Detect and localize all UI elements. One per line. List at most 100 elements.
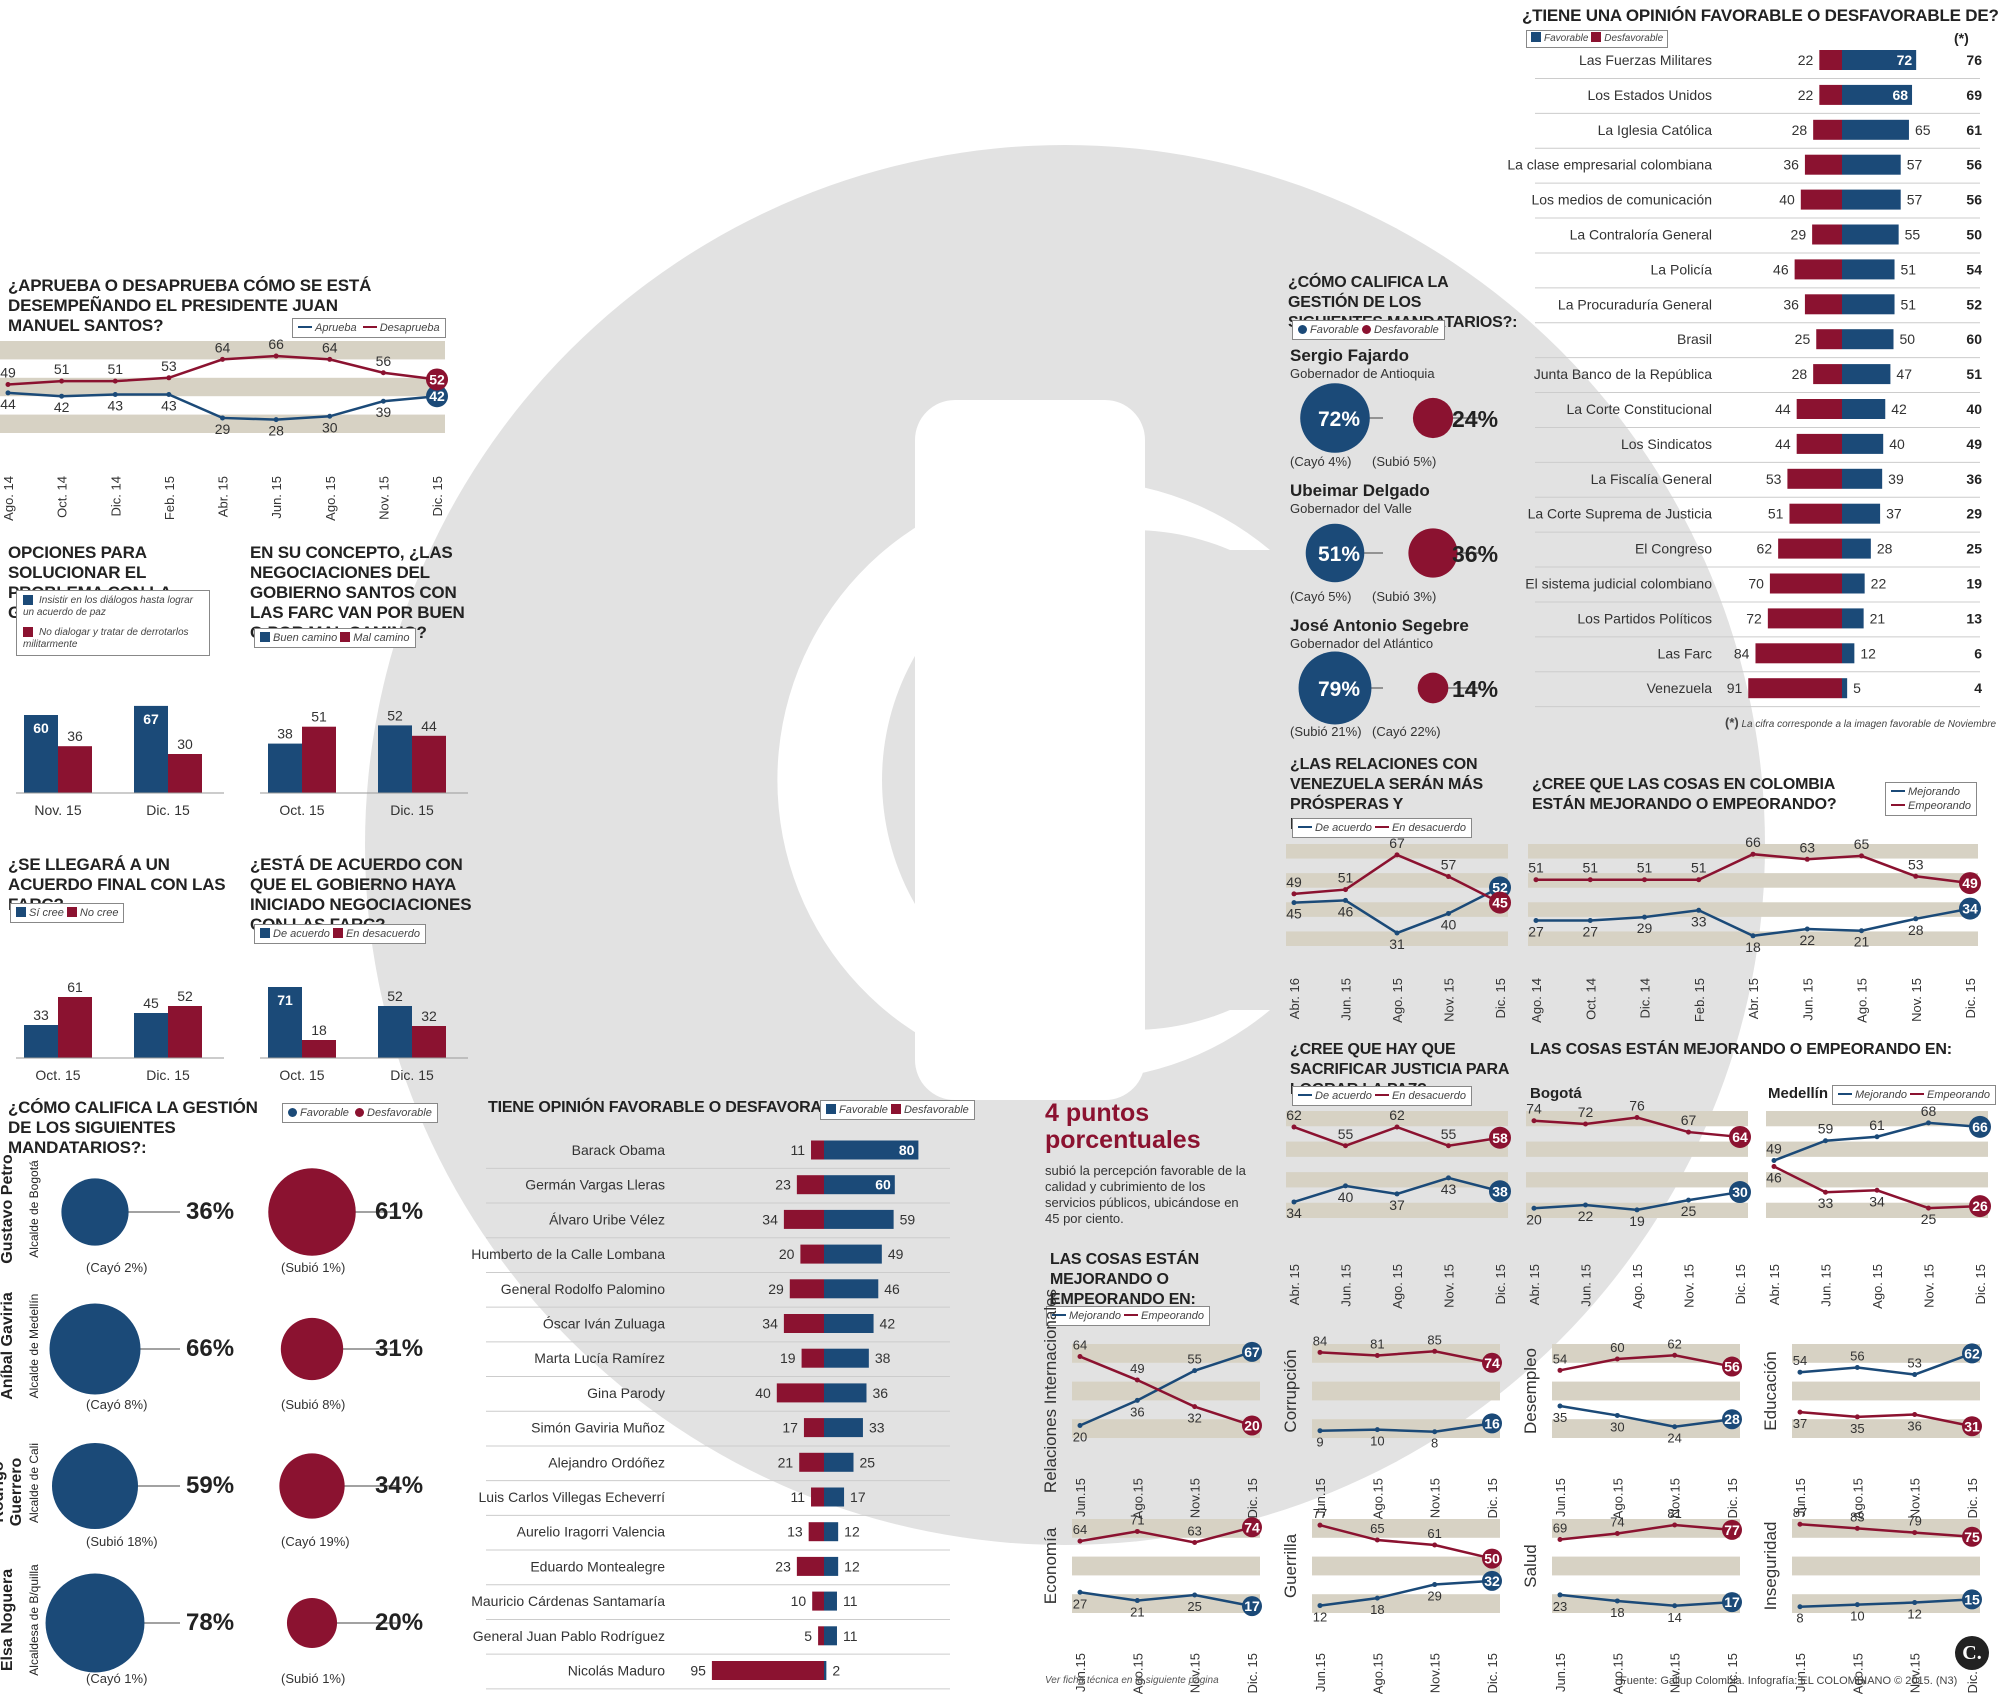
- point: [1343, 887, 1348, 893]
- des-bar: [783, 1314, 824, 1333]
- category-label: Dic. 15: [146, 1067, 190, 1083]
- mandatario-name: Elsa Noguera: [0, 1568, 16, 1672]
- des-label: 62: [1757, 541, 1773, 557]
- row-label: Luis Carlos Villegas Echeverrí: [479, 1489, 666, 1505]
- point: [5, 381, 11, 387]
- grid-band: [1526, 1141, 1748, 1157]
- end-label: 31: [1964, 1418, 1980, 1434]
- point: [380, 398, 386, 404]
- bar-label: 51: [311, 709, 327, 725]
- category-label: Dic. 15: [146, 802, 190, 818]
- grid-band: [1552, 1344, 1740, 1363]
- point: [1557, 1403, 1563, 1409]
- row-label: General Juan Pablo Rodríguez: [473, 1628, 665, 1644]
- legend-des4: Desfavorable: [1604, 33, 1664, 44]
- fav-value: 66%: [186, 1335, 235, 1362]
- end-label: 16: [1484, 1415, 1500, 1431]
- point: [112, 392, 118, 398]
- salud-chart: 23 18 14 17 69 74 81 77 Jun.15 Ago.15 Nov.15 Dic. 1…: [1521, 1506, 1742, 1694]
- point: [1696, 907, 1702, 913]
- end-marker: [1482, 1413, 1502, 1434]
- personajes-legend: Favorable Desfavorable: [820, 1100, 975, 1120]
- point: [1394, 1191, 1400, 1197]
- row-label: Barack Obama: [572, 1142, 666, 1158]
- data-label: 43: [1441, 1181, 1457, 1197]
- fav-bar: [1842, 433, 1884, 454]
- data-label: 28: [268, 423, 284, 439]
- tick-label: Jun.15: [1313, 1478, 1328, 1517]
- fav-label: 36: [872, 1385, 888, 1401]
- point: [1771, 1163, 1777, 1169]
- star-note: (*) La cifra corresponde a la imagen fav…: [1725, 715, 1996, 730]
- tick-label: Jun. 15: [1339, 1264, 1354, 1307]
- data-label: 51: [107, 361, 123, 377]
- fav-label: 12: [844, 1524, 860, 1540]
- end-label: 26: [1972, 1198, 1988, 1214]
- des-bar: [796, 1175, 824, 1195]
- des-note: (Cayó 19%): [281, 1534, 350, 1549]
- data-label: 51: [1338, 870, 1354, 886]
- des-value: 24%: [1452, 406, 1499, 432]
- point: [1077, 1589, 1083, 1595]
- colombia-chart: 27 27 29 33 18 22 21 28 34 51 51 51 51 66 63 65 53 49 Ago.…: [1528, 834, 1981, 1023]
- point: [273, 353, 279, 359]
- fav-bar: [824, 1591, 837, 1611]
- ciudades-legend: Mejorando Empeorando: [1832, 1085, 1997, 1105]
- row-label: General Rodolfo Palomino: [501, 1281, 665, 1297]
- iniciado-chart: 71 18 Oct. 15 52 32 Dic. 15: [260, 987, 468, 1083]
- chart-label: Educación: [1761, 1351, 1780, 1430]
- row-label: La Corte Suprema de Justicia: [1528, 506, 1713, 522]
- instituciones-title: ¿TIENE UNA OPINIÓN FAVORABLE O DESFAVORA…: [1522, 6, 1999, 25]
- acuerdo-legend: Sí cree No cree: [10, 903, 125, 923]
- tick-label: Feb. 15: [162, 476, 177, 520]
- star-header: (*): [1954, 30, 1969, 46]
- series-line-0: [1079, 1591, 1253, 1608]
- bubble: [1298, 651, 1372, 725]
- bar: [268, 743, 302, 793]
- point: [1614, 1356, 1620, 1362]
- row-label: Óscar Iván Zuluaga: [543, 1316, 665, 1332]
- logo-badge: C.: [1955, 1636, 1989, 1670]
- data-label: 8: [1431, 1436, 1438, 1451]
- des-label: 11: [790, 1142, 805, 1158]
- data-label: 53: [161, 358, 177, 374]
- row-label: La Procuraduría General: [1558, 296, 1712, 312]
- tick-label: Ago.15: [1850, 1478, 1865, 1519]
- end-label: 62: [1964, 1345, 1980, 1361]
- bar-label: 52: [387, 988, 403, 1004]
- des-bar: [812, 1591, 824, 1611]
- puntos-big: 4 puntos porcentuales: [1045, 1099, 1201, 1154]
- legend-desaprueba: Desaprueba: [379, 322, 440, 334]
- point: [1854, 1365, 1860, 1370]
- row-label: Eduardo Montealegre: [530, 1558, 665, 1574]
- data-label: 9: [1316, 1435, 1323, 1450]
- des-bar: [801, 1348, 824, 1368]
- data-label: 23: [1553, 1599, 1567, 1614]
- tick-label: Abr. 16: [1287, 978, 1302, 1019]
- point: [1557, 1536, 1563, 1542]
- data-label: 49: [1766, 1141, 1782, 1157]
- end-marker: [426, 368, 448, 391]
- point: [1374, 1352, 1380, 1358]
- star-value: 6: [1974, 645, 1982, 661]
- des-bar: [1748, 678, 1842, 699]
- legend-ciemp: Empeorando: [1927, 1089, 1991, 1101]
- end-marker: [1969, 1195, 1991, 1218]
- point: [1912, 1600, 1918, 1606]
- fav-label: 33: [869, 1420, 885, 1436]
- point: [1134, 1598, 1140, 1604]
- fav-bar: [1842, 643, 1855, 664]
- series-line-1: [1079, 1526, 1253, 1544]
- fav-bar: [824, 1209, 894, 1229]
- data-label: 63: [1187, 1524, 1201, 1539]
- row-label: La Iglesia Católica: [1598, 122, 1713, 138]
- bar-label: 60: [33, 720, 49, 736]
- point: [1672, 1352, 1678, 1358]
- row-label: La Contraloría General: [1570, 227, 1712, 243]
- grid-band: [1528, 902, 1978, 917]
- data-label: 8: [1796, 1611, 1803, 1626]
- chart-label: Guerrilla: [1281, 1533, 1300, 1598]
- bar: [378, 1006, 412, 1058]
- des-bar: [811, 1140, 824, 1160]
- end-label: 34: [1962, 901, 1978, 917]
